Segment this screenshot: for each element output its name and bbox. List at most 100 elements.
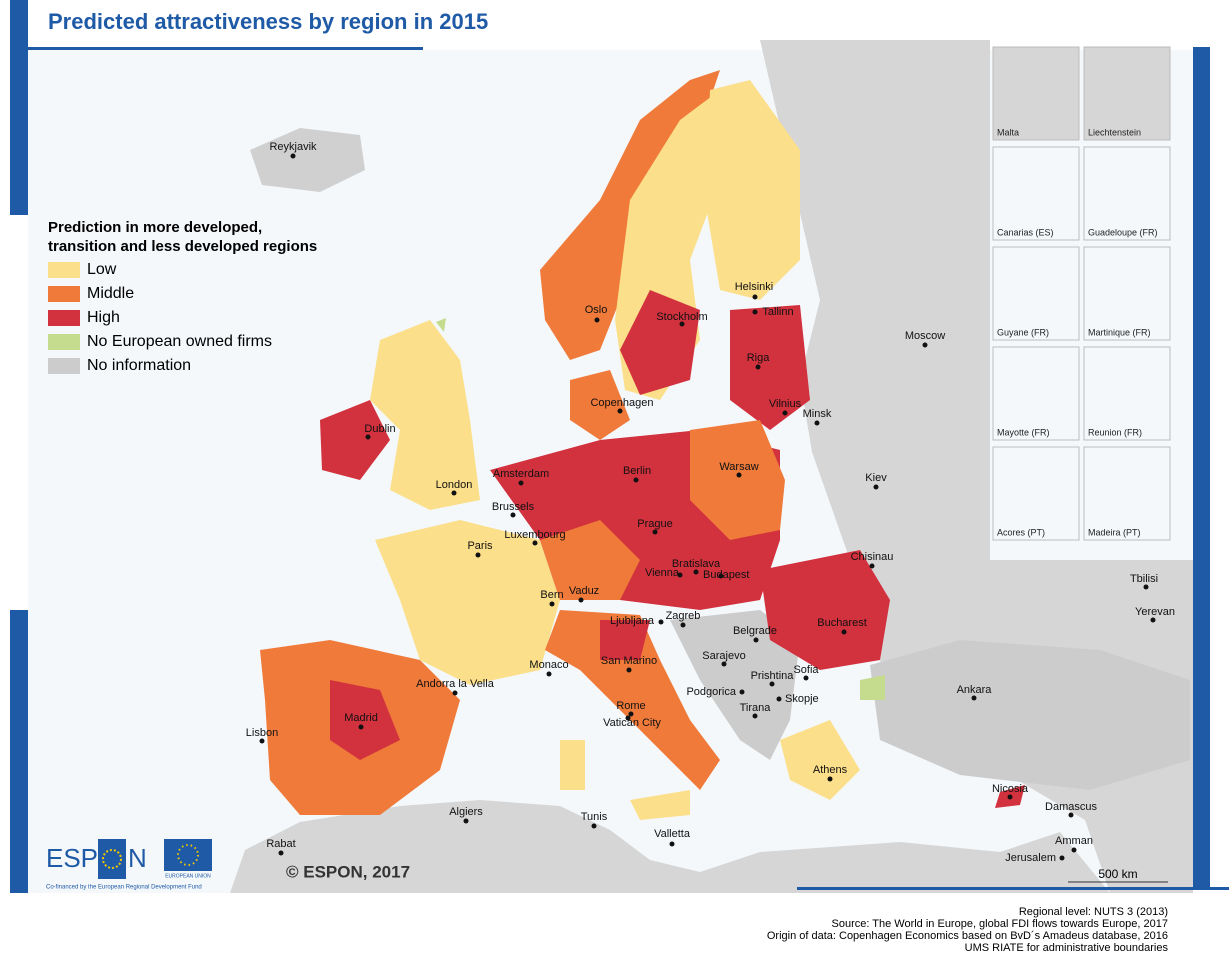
city-label: Stockholm (656, 311, 707, 323)
city-label: Riga (747, 352, 771, 364)
city-dot (1151, 618, 1156, 623)
city-label: Damascus (1045, 801, 1097, 813)
city-dot (740, 690, 745, 695)
page: { "title": "Predicted attractiveness by … (0, 0, 1229, 966)
city-dot (629, 712, 634, 717)
city-dot (550, 602, 555, 607)
city-label: Warsaw (719, 461, 758, 473)
city-dot (291, 154, 296, 159)
city-dot (828, 777, 833, 782)
city-label: Monaco (529, 659, 568, 671)
city-label: Brussels (492, 501, 535, 513)
city-dot (874, 485, 879, 490)
city-label: Oslo (585, 304, 608, 316)
legend-label: No European owned firms (87, 333, 272, 350)
scale-label: 500 km (1098, 867, 1137, 881)
inset-frame (993, 247, 1079, 340)
inset-label: Mayotte (FR) (997, 427, 1050, 437)
inset-label: Reunion (FR) (1088, 427, 1142, 437)
inset-label: Liechtenstein (1088, 127, 1141, 137)
city-label: Copenhagen (590, 397, 653, 409)
city-dot (653, 530, 658, 535)
city-dot (511, 513, 516, 518)
title: Predicted attractiveness by region in 20… (48, 9, 488, 34)
inset-frame (993, 347, 1079, 440)
city-label: Dublin (364, 423, 395, 435)
city-label: Jerusalem (1005, 852, 1056, 864)
city-label: Tirana (740, 702, 772, 714)
city-dot (681, 623, 686, 628)
city-dot (777, 697, 782, 702)
city-dot (595, 318, 600, 323)
city-label: Athens (813, 764, 848, 776)
inset-label: Guadeloupe (FR) (1088, 227, 1158, 237)
inset-label: Martinique (FR) (1088, 327, 1151, 337)
city-dot (1072, 848, 1077, 853)
city-label: Zagreb (666, 610, 701, 622)
cofinance: Co-financed by the European Regional Dev… (46, 885, 202, 891)
city-dot (1144, 585, 1149, 590)
city-label: Sofia (793, 664, 819, 676)
city-dot (464, 819, 469, 824)
footer-line: Origin of data: Copenhagen Economics bas… (767, 930, 1168, 942)
city-label: Tallinn (762, 306, 793, 318)
city-label: Madrid (344, 712, 378, 724)
city-dot (770, 682, 775, 687)
eu-label: EUROPEAN UNION (165, 873, 211, 879)
city-label: Reykjavik (269, 141, 317, 153)
city-dot (279, 851, 284, 856)
city-dot (533, 541, 538, 546)
legend-title: Prediction in more developed, (48, 219, 262, 236)
inset-label: Madeira (PT) (1088, 527, 1141, 537)
city-label: Bern (540, 589, 563, 601)
city-label: Valletta (654, 828, 691, 840)
city-dot (1008, 795, 1013, 800)
city-label: Andorra la Vella (416, 678, 495, 690)
city-dot (870, 564, 875, 569)
city-label: Ankara (957, 684, 993, 696)
legend-swatch (48, 358, 80, 374)
city-label: London (436, 479, 473, 491)
legend-swatch (48, 262, 80, 278)
city-dot (972, 696, 977, 701)
legend-swatch (48, 286, 80, 302)
map-figure: Predicted attractiveness by region in 20… (0, 0, 1229, 966)
inset-label: Canarias (ES) (997, 227, 1054, 237)
city-label: Lisbon (246, 727, 278, 739)
inset-label: Malta (997, 127, 1019, 137)
city-dot (547, 672, 552, 677)
city-dot (754, 638, 759, 643)
city-label: Vatican City (603, 717, 661, 729)
city-dot (659, 620, 664, 625)
inset-frame (1084, 147, 1170, 240)
city-dot (579, 598, 584, 603)
city-dot (804, 676, 809, 681)
city-dot (634, 478, 639, 483)
footer: Regional level: NUTS 3 (2013)Source: The… (767, 906, 1169, 954)
city-label: Tbilisi (1130, 573, 1158, 585)
city-dot (592, 824, 597, 829)
city-label: Budapest (703, 569, 749, 581)
city-label: Chisinau (851, 551, 894, 563)
city-dot (783, 411, 788, 416)
legend-label: Low (87, 261, 117, 278)
inset-label: Guyane (FR) (997, 327, 1049, 337)
city-label: Nicosia (992, 783, 1029, 795)
city-label: Prague (637, 518, 672, 530)
city-label: Berlin (623, 465, 651, 477)
city-dot (359, 725, 364, 730)
legend-label: Middle (87, 285, 134, 302)
city-label: Tunis (581, 811, 608, 823)
city-dot (737, 473, 742, 478)
city-label: Belgrade (733, 625, 777, 637)
footer-line: Regional level: NUTS 3 (2013) (1019, 906, 1168, 918)
city-label: Minsk (803, 408, 832, 420)
inset-frame (1084, 347, 1170, 440)
city-label: Podgorica (686, 686, 736, 698)
copyright: © ESPON, 2017 (286, 862, 410, 881)
city-label: Luxembourg (504, 529, 565, 541)
inset-frame (1084, 247, 1170, 340)
city-label: Vienna (645, 567, 680, 579)
city-dot (453, 691, 458, 696)
city-label: Prishtina (751, 670, 795, 682)
